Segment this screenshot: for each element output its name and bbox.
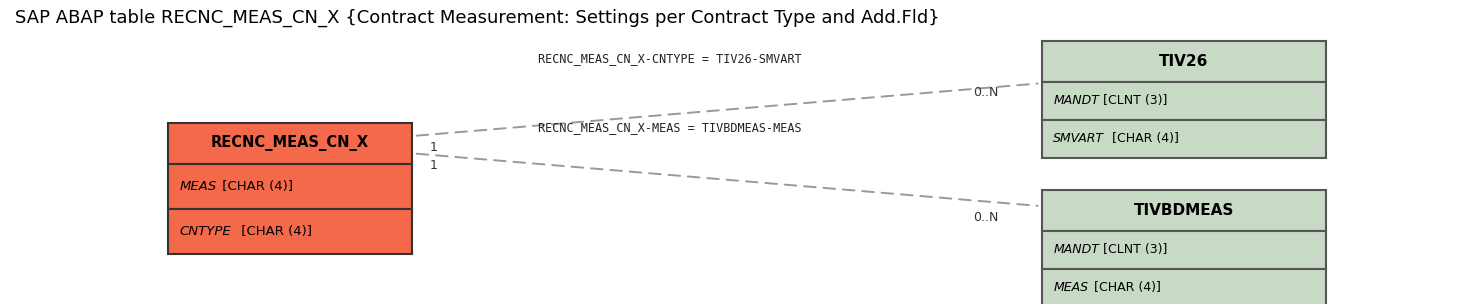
Text: MEAS: MEAS [179, 180, 217, 193]
Bar [1042, 190, 1326, 231]
Text: [CHAR (4)]: [CHAR (4)] [219, 180, 293, 193]
Text: SAP ABAP table RECNC_MEAS_CN_X {Contract Measurement: Settings per Contract Type: SAP ABAP table RECNC_MEAS_CN_X {Contract… [15, 9, 940, 27]
Text: CNTYPE: CNTYPE [179, 225, 232, 238]
Text: RECNC_MEAS_CN_X-CNTYPE = TIV26-SMVART: RECNC_MEAS_CN_X-CNTYPE = TIV26-SMVART [539, 52, 801, 65]
Text: [CHAR (4)]: [CHAR (4)] [1090, 282, 1161, 294]
Text: TIV26: TIV26 [1160, 54, 1208, 69]
Bar [168, 164, 412, 209]
Text: 0..N: 0..N [973, 211, 998, 224]
Text: TIVBDMEAS: TIVBDMEAS [1134, 203, 1234, 218]
Text: 1: 1 [430, 141, 437, 154]
Text: [CLNT (3)]: [CLNT (3)] [1099, 94, 1167, 107]
Text: [CHAR (4)]: [CHAR (4)] [237, 225, 312, 238]
Text: MANDT: MANDT [1053, 94, 1099, 107]
Text: SMVART: SMVART [1053, 132, 1104, 145]
Text: [CHAR (4)]: [CHAR (4)] [1109, 132, 1179, 145]
Bar [1042, 41, 1326, 82]
Text: MANDT: MANDT [1053, 244, 1099, 256]
Bar [1042, 231, 1326, 269]
Bar [168, 209, 412, 254]
Text: RECNC_MEAS_CN_X: RECNC_MEAS_CN_X [211, 135, 369, 151]
Text: [CLNT (3)]: [CLNT (3)] [1099, 244, 1167, 256]
Bar [1042, 82, 1326, 120]
Text: RECNC_MEAS_CN_X-MEAS = TIVBDMEAS-MEAS: RECNC_MEAS_CN_X-MEAS = TIVBDMEAS-MEAS [539, 121, 801, 134]
Text: 0..N: 0..N [973, 85, 998, 98]
Text: 1: 1 [430, 159, 437, 172]
Text: MEAS: MEAS [1053, 282, 1088, 294]
Bar [1042, 120, 1326, 158]
Bar [1042, 269, 1326, 304]
Bar [168, 123, 412, 164]
